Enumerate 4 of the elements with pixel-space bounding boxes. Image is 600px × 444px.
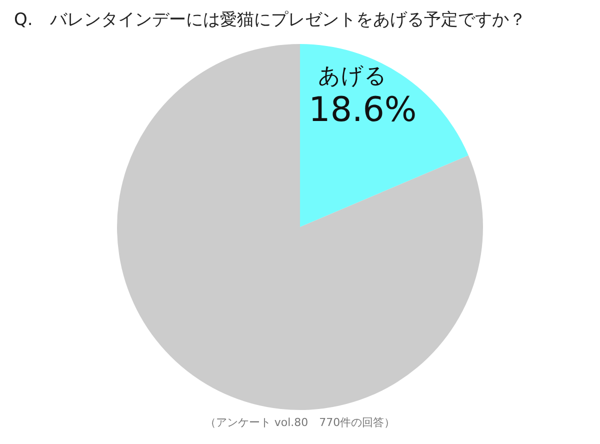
- text: （アンケート vol.80 770件の回答）: [204, 415, 396, 430]
- slice-label: あげる: [318, 64, 388, 89]
- data-label: 18.6%: [308, 90, 417, 130]
- chart-title: Q. バレンタインデーには愛猫にプレゼントをあげる予定ですか？: [14, 9, 526, 31]
